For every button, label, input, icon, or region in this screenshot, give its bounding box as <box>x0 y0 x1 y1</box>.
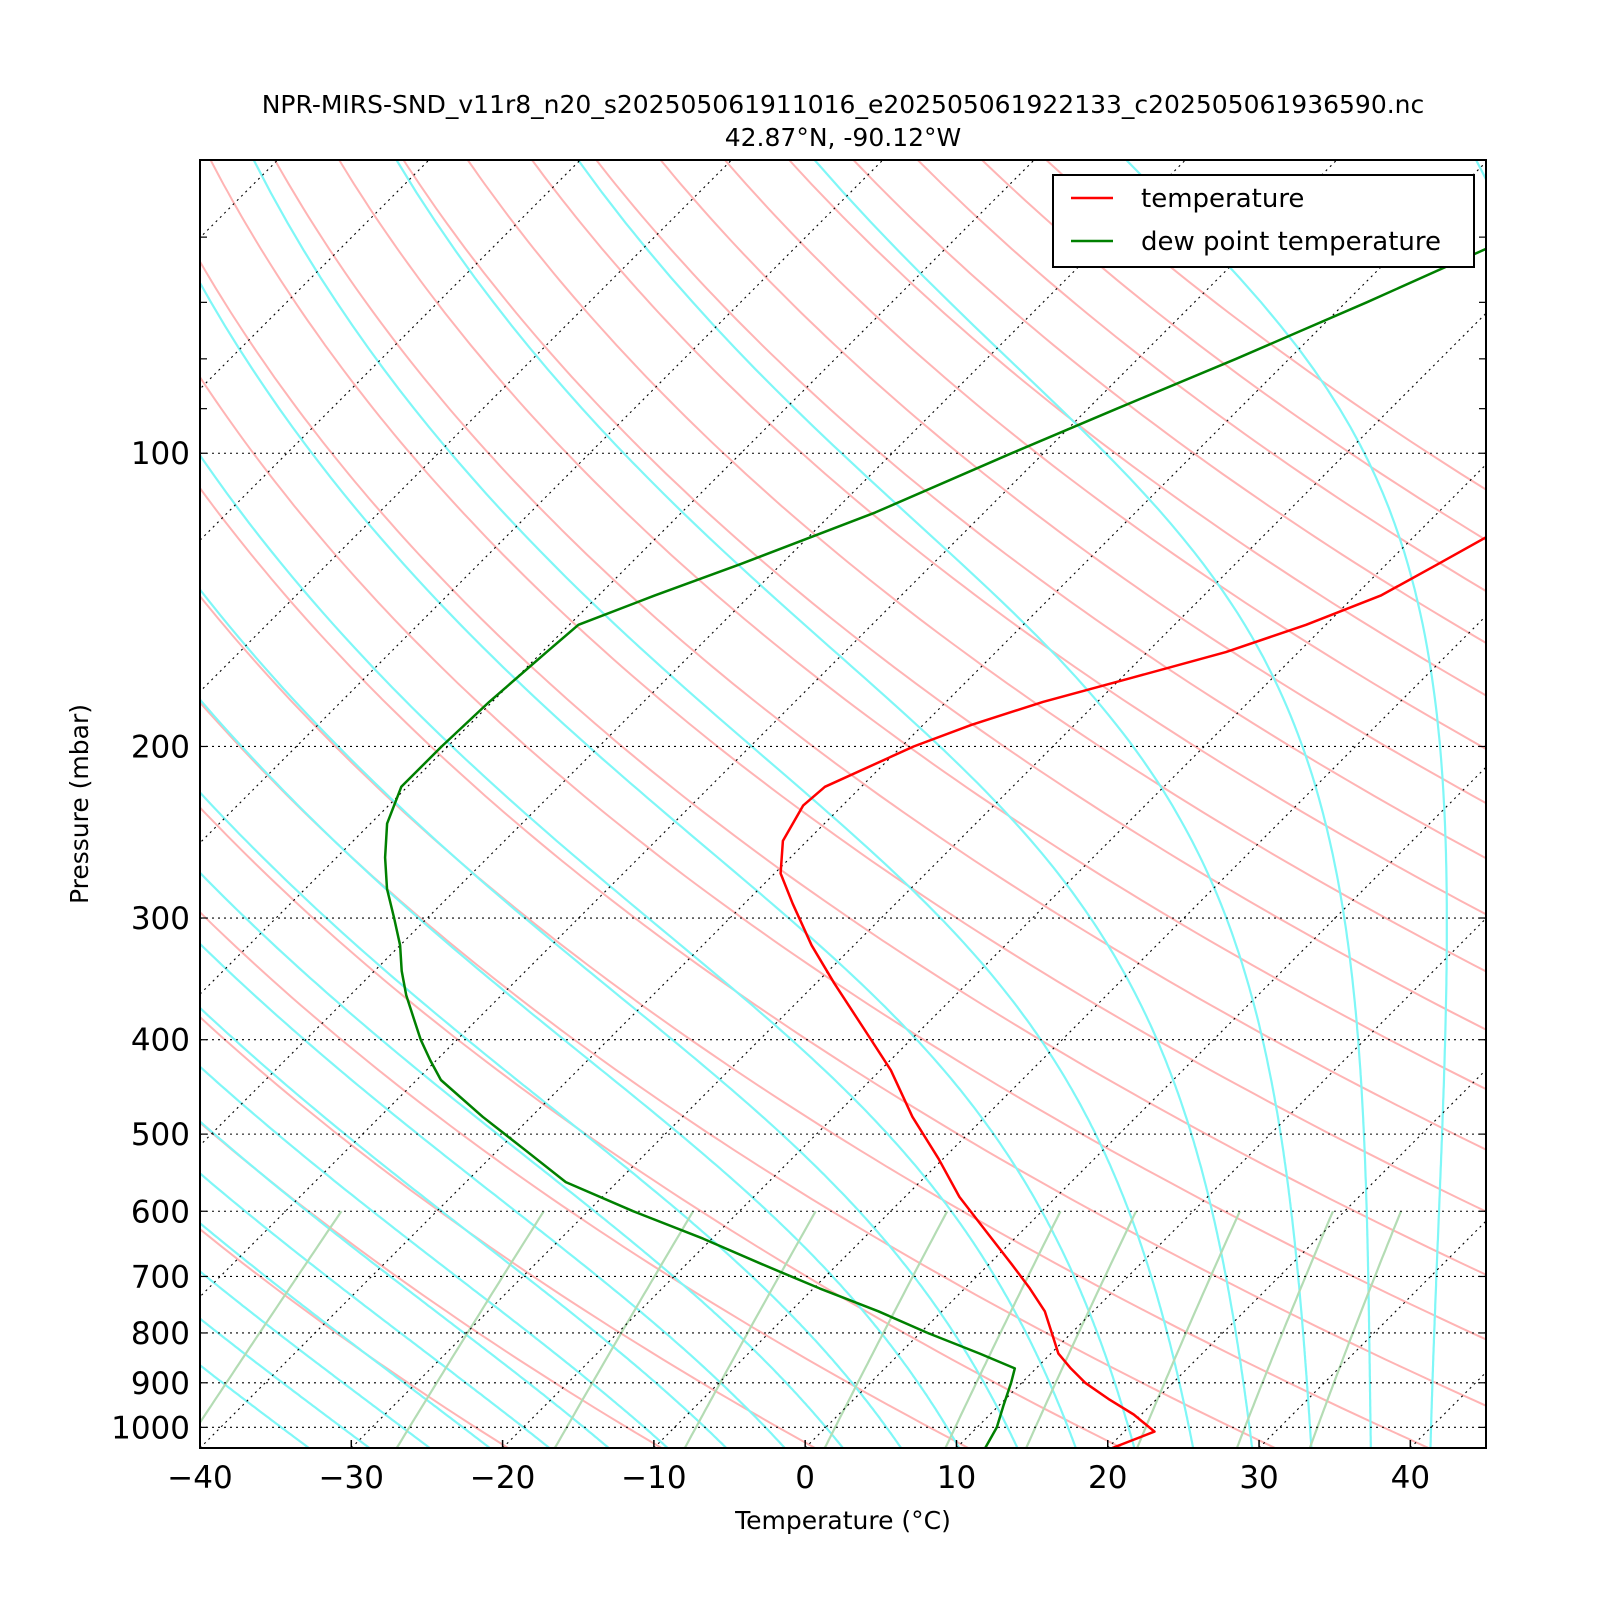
dry-adiabat-line <box>1045 160 1486 491</box>
dry-adiabat-line <box>852 160 1486 645</box>
x-axis-label: Temperature (°C) <box>734 1506 951 1535</box>
chart-title: NPR-MIRS-SND_v11r8_n20_s202505061911016_… <box>262 90 1425 119</box>
moist-adiabat-line <box>200 453 1077 1448</box>
moist-adiabat-line <box>200 1006 728 1448</box>
mixing-ratio-line <box>944 1210 1062 1448</box>
moist-adiabat-line <box>1125 160 1448 1448</box>
x-tick-label: 0 <box>795 1460 815 1496</box>
dry-adiabat-line <box>724 160 1486 751</box>
moist-adiabat-line <box>200 1120 610 1448</box>
x-tick-label: 30 <box>1239 1460 1278 1496</box>
y-tick-label: 1000 <box>111 1410 190 1446</box>
dry-adiabat-line <box>200 910 969 1448</box>
dry-adiabat-line <box>659 160 1486 805</box>
mixing-ratio-line <box>1235 1210 1335 1448</box>
x-tick-label: 20 <box>1088 1460 1127 1496</box>
data-series <box>383 247 1486 1448</box>
x-tick-label: −20 <box>470 1460 535 1496</box>
axes: −40 −30 −20 −10 0 10 20 30 40 100 200 300 400 500 600 7… <box>111 159 1487 1496</box>
dry-adiabat-line <box>274 160 1486 1151</box>
plot-frame <box>199 159 1487 1449</box>
moist-adiabat-line <box>577 160 1313 1448</box>
legend-label-temperature: temperature <box>1141 184 1304 214</box>
dry-adiabat-line <box>531 160 1486 916</box>
y-tick-label: 400 <box>131 1023 190 1059</box>
y-tick-label: 900 <box>131 1366 190 1402</box>
legend: temperature dew point temperature <box>1052 174 1475 268</box>
x-tick-label: −40 <box>167 1460 232 1496</box>
moist-adiabat-line <box>200 1270 431 1448</box>
dry-adiabat-line <box>209 160 1486 1213</box>
mixing-ratio-line <box>1136 1210 1241 1448</box>
dry-adiabat-line <box>200 806 1123 1448</box>
y-tick-label: 800 <box>131 1316 190 1352</box>
mixing-ratio-line <box>395 1210 545 1448</box>
x-tick-label: 10 <box>937 1460 976 1496</box>
moist-adiabat-line <box>200 1172 551 1448</box>
mixing-ratio-line <box>1308 1210 1403 1448</box>
mixing-ratio-line <box>1025 1210 1138 1448</box>
dew-point-series-line <box>383 247 1486 1448</box>
dry-adiabat-line <box>200 375 1486 1341</box>
y-axis-label: Pressure (mbar) <box>65 704 94 904</box>
moist-adiabat-line <box>200 280 1136 1448</box>
moist-adiabat-line <box>200 1317 371 1448</box>
mixing-ratio-lines <box>200 1210 1403 1448</box>
moist-adiabat-line <box>395 160 1254 1448</box>
isobar-gridlines <box>200 452 1486 1428</box>
dry-adiabat-line <box>200 1227 509 1448</box>
moist-adiabats <box>200 160 1486 1448</box>
mixing-ratio-line <box>200 1210 343 1425</box>
moist-adiabat-line <box>200 871 844 1448</box>
moist-adiabat-line <box>813 160 1372 1448</box>
plot-area <box>200 160 1486 1448</box>
moist-adiabat-line <box>200 790 903 1448</box>
moist-adiabat-line <box>200 942 786 1448</box>
x-tick-label: 40 <box>1391 1460 1430 1496</box>
dry-adiabat-line <box>200 1121 662 1448</box>
temperature-series-line <box>779 535 1486 1448</box>
legend-frame <box>1052 174 1475 268</box>
y-tick-label: 500 <box>131 1117 190 1153</box>
y-tick-label: 700 <box>131 1259 190 1295</box>
dry-adiabat-line <box>200 259 1486 1276</box>
moist-adiabat-line <box>200 1221 491 1448</box>
chart-subtitle: 42.87°N, -90.12°W <box>725 123 961 152</box>
x-tick-label: −30 <box>319 1460 384 1496</box>
moist-adiabat-line <box>200 697 961 1448</box>
dry-adiabat-line <box>916 160 1486 593</box>
y-tick-label: 200 <box>131 729 190 765</box>
dry-adiabat-line <box>788 160 1486 697</box>
dry-adiabat-line <box>981 160 1486 542</box>
y-tick-label: 100 <box>131 436 190 472</box>
dry-adiabat-line <box>338 160 1486 1091</box>
mixing-ratio-line <box>823 1210 949 1448</box>
mixing-ratio-line <box>683 1210 817 1448</box>
y-tick-label: 300 <box>131 901 190 937</box>
moist-adiabat-line <box>200 1065 669 1448</box>
dry-adiabat-line <box>402 160 1486 1031</box>
y-tick-label: 600 <box>131 1194 190 1230</box>
dry-adiabat-line <box>595 160 1486 860</box>
x-tick-label: −10 <box>621 1460 686 1496</box>
legend-label-dew-point: dew point temperature <box>1141 227 1441 257</box>
dry-adiabat-line <box>200 486 1486 1407</box>
mixing-ratio-line <box>553 1210 695 1448</box>
dry-adiabat-line <box>466 160 1486 973</box>
moist-adiabat-line <box>200 1363 310 1448</box>
moist-adiabat-line <box>252 160 1195 1448</box>
